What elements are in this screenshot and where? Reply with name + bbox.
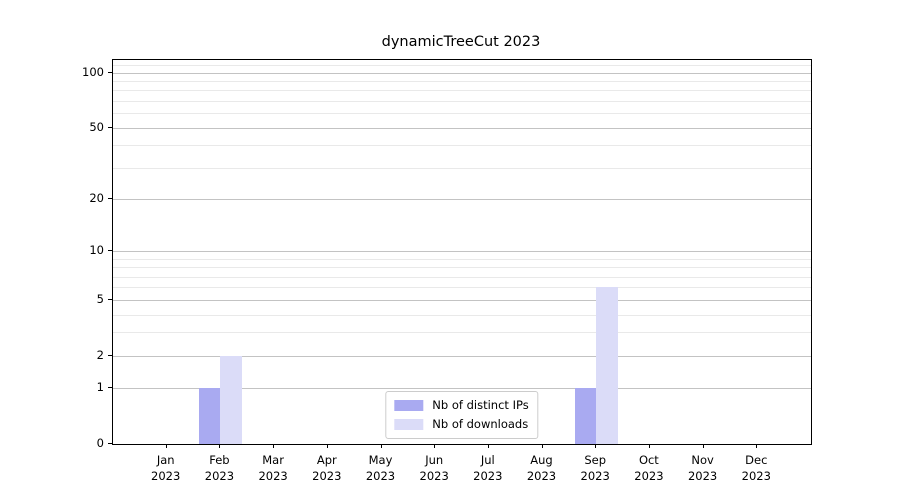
legend-swatch [394, 399, 424, 411]
y-axis-tick [108, 126, 112, 128]
y-axis-tick-label: 2 [96, 347, 104, 362]
x-axis-tick [702, 444, 704, 448]
x-axis-tick-label: Jul 2023 [473, 453, 503, 483]
x-axis-tick [648, 444, 650, 448]
gridline-major [113, 251, 811, 252]
bar-downloads [220, 355, 242, 444]
legend-item: Nb of downloads [394, 417, 528, 431]
y-axis-tick-label: 100 [82, 64, 104, 79]
gridline-major [113, 198, 811, 200]
y-axis-tick-label: 20 [89, 190, 104, 205]
x-axis-tick [326, 444, 328, 448]
x-axis-tick [273, 444, 275, 448]
x-axis-tick [595, 444, 597, 448]
gridline-minor [113, 267, 811, 269]
bar-distinct-ips [198, 388, 221, 444]
y-axis-tick [108, 354, 112, 356]
legend: Nb of distinct IPs Nb of downloads [385, 391, 539, 439]
gridline-minor [113, 80, 811, 82]
x-axis-tick-label: Aug 2023 [526, 453, 557, 483]
y-axis-tick-label: 10 [89, 243, 104, 257]
x-axis-tick-label: Sep 2023 [580, 453, 610, 483]
y-axis-tick [108, 250, 112, 251]
y-axis-tick [108, 298, 112, 300]
x-axis-tick [434, 444, 436, 448]
x-axis-tick-label: Mar 2023 [258, 453, 288, 483]
y-axis-tick-label: 1 [96, 380, 104, 395]
gridline-minor [113, 167, 811, 169]
gridline-minor [113, 332, 811, 334]
y-axis-tick [108, 71, 112, 73]
x-axis-tick [487, 444, 489, 448]
y-axis-tick [108, 387, 112, 389]
x-axis-tick [541, 444, 543, 448]
y-axis-tick [108, 197, 112, 199]
legend-label: Nb of distinct IPs [432, 398, 529, 412]
gridline-minor [113, 145, 811, 147]
gridline-minor [113, 314, 811, 316]
gridline-major [113, 388, 811, 390]
plot-area: Nb of distinct IPs Nb of downloads [112, 59, 812, 445]
x-axis-tick-label: Nov 2023 [687, 453, 718, 483]
x-axis-tick-label: Dec 2023 [741, 453, 771, 483]
gridline-minor [113, 276, 811, 278]
x-axis-tick-label: Feb 2023 [204, 453, 235, 483]
gridline-minor [113, 258, 811, 260]
x-axis-tick-label: Jan 2023 [151, 453, 181, 483]
gridline-major [113, 355, 811, 357]
gridline-major [113, 127, 811, 129]
y-axis-tick-label: 50 [89, 119, 104, 134]
legend-label: Nb of downloads [432, 417, 529, 431]
y-axis-tick-label: 0 [96, 436, 104, 450]
legend-swatch [394, 418, 424, 430]
legend-item: Nb of distinct IPs [394, 398, 529, 412]
gridline-minor [113, 287, 811, 289]
gridline-minor [113, 90, 811, 92]
x-axis-tick-label: May 2023 [365, 453, 396, 483]
y-axis-tick [108, 443, 112, 444]
bar-downloads [596, 287, 618, 444]
x-axis-tick-label: Apr 2023 [312, 453, 342, 483]
gridline-minor [113, 113, 811, 115]
chart-title: dynamicTreeCut 2023 [381, 34, 541, 50]
gridline-minor [113, 64, 811, 66]
gridline-major [113, 72, 811, 74]
x-axis-tick [380, 444, 382, 448]
x-axis-tick [219, 444, 221, 448]
bar-distinct-ips [574, 388, 597, 444]
x-axis-tick-label: Oct 2023 [634, 453, 664, 483]
x-axis-tick-label: Jun 2023 [419, 453, 449, 483]
x-axis-tick [756, 444, 758, 448]
x-axis-tick [165, 444, 167, 448]
gridline-major [113, 299, 811, 301]
gridline-minor [113, 100, 811, 102]
y-axis-tick-label: 5 [96, 291, 104, 306]
